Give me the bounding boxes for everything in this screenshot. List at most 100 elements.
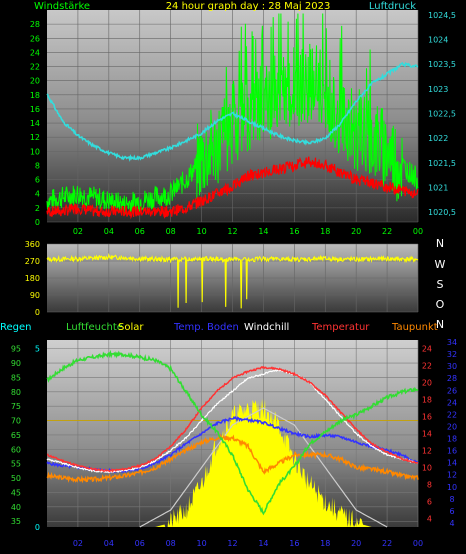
wind-tick-label: 16 xyxy=(30,105,40,114)
wind-tick-label: 8 xyxy=(35,161,40,170)
temperature-line xyxy=(46,365,419,473)
pressure-tick-label: 1023 xyxy=(428,85,448,94)
hour-tick-label: 16 xyxy=(289,539,299,548)
temperature-tick-label: 12 xyxy=(422,447,432,456)
soil-tick-label: 12 xyxy=(447,471,457,480)
rain-tick-label: 5 xyxy=(35,345,40,354)
humidity-tick-label: 80 xyxy=(11,388,21,397)
legend-item-solar: Solar xyxy=(118,322,144,333)
hour-tick-label: 04 xyxy=(104,539,114,548)
wind-tick-label: 6 xyxy=(35,176,40,185)
hour-tick-label: 14 xyxy=(258,227,268,236)
soil-tick-label: 22 xyxy=(447,410,457,419)
soil-tick-label: 6 xyxy=(449,507,454,516)
humidity-tick-label: 35 xyxy=(11,517,21,526)
windchill-line xyxy=(46,367,419,474)
compass-label: S xyxy=(437,278,444,291)
soil-tick-label: 20 xyxy=(447,422,457,431)
wind-tick-label: 0 xyxy=(35,218,40,227)
pressure-tick-label: 1022 xyxy=(428,134,448,143)
chart-title: 24 hour graph day : 28 Maj 2023 xyxy=(166,1,331,12)
humidity-line xyxy=(46,349,419,516)
humidity-tick-label: 65 xyxy=(11,431,21,440)
hour-tick-label: 06 xyxy=(135,539,145,548)
wind-tick-label: 22 xyxy=(30,63,40,72)
temperature-tick-label: 18 xyxy=(422,396,432,405)
hour-tick-label: 16 xyxy=(289,227,299,236)
hour-tick-label: 02 xyxy=(73,227,83,236)
soil-tick-label: 30 xyxy=(447,362,457,371)
pressure-line xyxy=(46,62,419,162)
temperature-tick-label: 6 xyxy=(427,498,432,507)
pressure-tick-label: 1024 xyxy=(428,36,448,45)
hour-tick-label: 08 xyxy=(166,539,176,548)
wind-tick-label: 18 xyxy=(30,91,40,100)
temperature-tick-label: 10 xyxy=(422,464,432,473)
wind-tick-label: 12 xyxy=(30,133,40,142)
temperature-tick-label: 16 xyxy=(422,413,432,422)
wind-tick-label: 4 xyxy=(35,190,40,199)
humidity-tick-label: 95 xyxy=(11,345,21,354)
temperature-tick-label: 22 xyxy=(422,362,432,371)
humidity-tick-label: 55 xyxy=(11,460,21,469)
hour-tick-label: 12 xyxy=(227,227,237,236)
pressure-tick-label: 1023,5 xyxy=(428,60,456,69)
hour-tick-label: 12 xyxy=(227,539,237,548)
wind-tick-label: 24 xyxy=(30,48,40,57)
hour-tick-label: 14 xyxy=(258,539,268,548)
humidity-tick-label: 45 xyxy=(11,488,21,497)
dewpoint-line xyxy=(46,433,419,484)
humidity-tick-label: 85 xyxy=(11,373,21,382)
humidity-tick-label: 40 xyxy=(11,503,21,512)
wind-tick-label: 20 xyxy=(30,77,40,86)
pressure-tick-label: 1020,5 xyxy=(428,208,456,217)
hour-tick-label: 10 xyxy=(196,539,206,548)
direction-tick-label: 360 xyxy=(25,240,40,249)
humidity-tick-label: 60 xyxy=(11,445,21,454)
humidity-tick-label: 90 xyxy=(11,359,21,368)
pressure-tick-label: 1021 xyxy=(428,183,448,192)
soil-tick-label: 24 xyxy=(447,398,457,407)
direction-tick-label: 90 xyxy=(30,291,40,300)
rain-tick-label: 0 xyxy=(35,523,40,532)
hour-tick-label: 20 xyxy=(351,539,361,548)
temperature-tick-label: 4 xyxy=(427,515,432,524)
soil-tick-label: 18 xyxy=(447,435,457,444)
pressure-tick-label: 1022,5 xyxy=(428,110,456,119)
hour-tick-label: 22 xyxy=(382,227,392,236)
soil-tick-label: 28 xyxy=(447,374,457,383)
temperature-tick-label: 20 xyxy=(422,379,432,388)
pressure-tick-label: 1024,5 xyxy=(428,11,456,20)
legend-item-temp-boden: Temp. Boden xyxy=(173,322,239,333)
hour-tick-label: 06 xyxy=(135,227,145,236)
legend-item-temperatur: Temperatur xyxy=(311,322,370,333)
hour-tick-label: 10 xyxy=(196,227,206,236)
hour-tick-label: 18 xyxy=(320,227,330,236)
hour-tick-label: 20 xyxy=(351,227,361,236)
direction-tick-label: 270 xyxy=(25,257,40,266)
soil-tick-label: 34 xyxy=(447,338,457,347)
wind-tick-label: 14 xyxy=(30,119,40,128)
direction-tick-label: 180 xyxy=(25,274,40,283)
temperature-tick-label: 14 xyxy=(422,430,432,439)
hour-tick-label: 08 xyxy=(166,227,176,236)
wind-tick-label: 10 xyxy=(30,147,40,156)
soil-tick-label: 16 xyxy=(447,447,457,456)
hour-tick-label: 18 xyxy=(320,539,330,548)
hour-tick-label: 22 xyxy=(382,539,392,548)
legend-item-taupunkt: Taupunkt xyxy=(391,322,438,333)
wind-tick-label: 2 xyxy=(35,204,40,213)
compass-label: N xyxy=(436,318,444,331)
solar-area xyxy=(47,398,418,527)
direction-tick-label: 0 xyxy=(35,308,40,317)
legend-item-luftfeuchte: Luftfeuchte xyxy=(66,322,123,333)
wind-axis-title: Windstärke xyxy=(34,1,90,12)
pressure-tick-label: 1021,5 xyxy=(428,159,456,168)
humidity-tick-label: 50 xyxy=(11,474,21,483)
pressure-axis-title: Luftdruck xyxy=(369,1,416,12)
compass-label: N xyxy=(436,237,444,250)
compass-label: O xyxy=(436,298,445,311)
humidity-tick-label: 70 xyxy=(11,417,21,426)
